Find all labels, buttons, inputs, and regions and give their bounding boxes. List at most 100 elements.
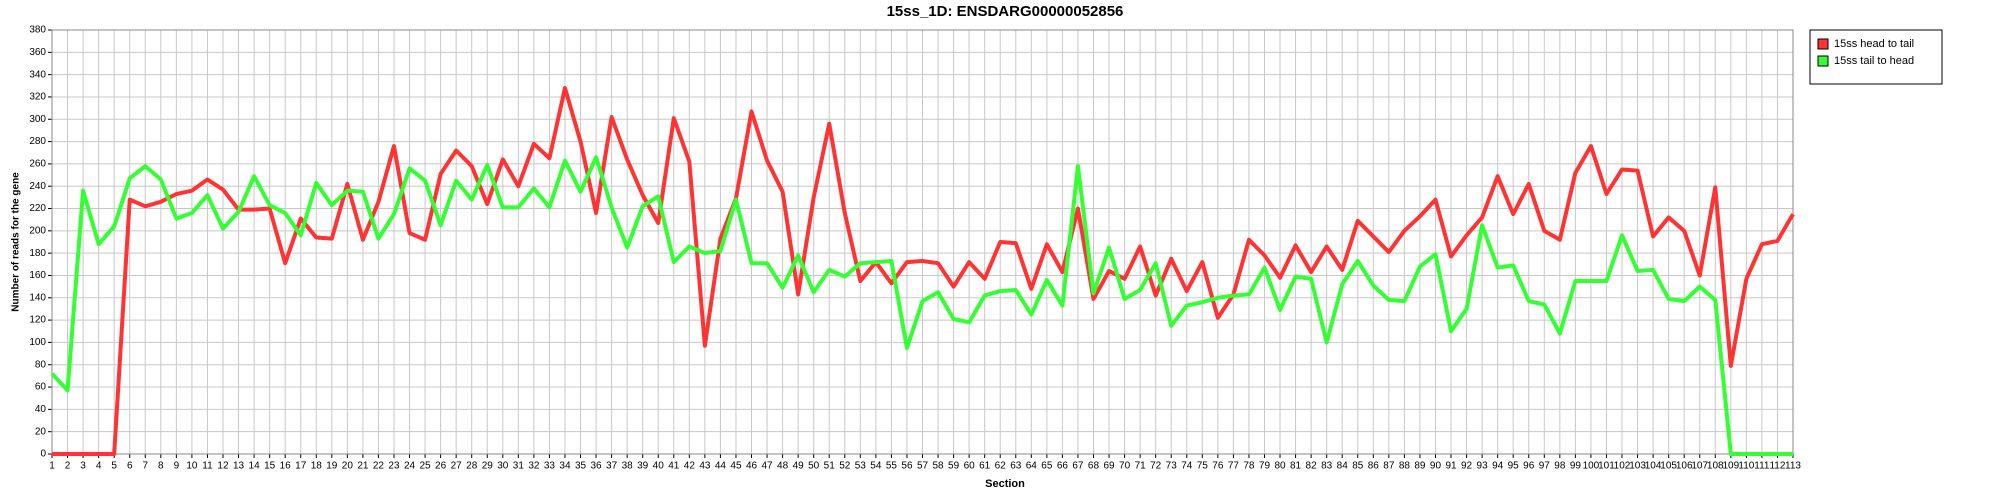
x-tick-label: 92 [1461, 461, 1473, 472]
y-tick-label: 300 [29, 114, 46, 125]
x-tick-label: 22 [373, 461, 385, 472]
legend-swatch [1817, 55, 1829, 67]
y-tick-label: 40 [35, 404, 47, 415]
legend-label: 15ss head to tail [1834, 38, 1914, 50]
x-tick-label: 44 [715, 461, 727, 472]
x-tick-label: 62 [995, 461, 1007, 472]
x-tick-label: 47 [761, 461, 773, 472]
y-tick-label: 380 [29, 25, 46, 36]
y-tick-label: 360 [29, 47, 46, 58]
x-tick-label: 37 [606, 461, 618, 472]
y-tick-label: 120 [29, 315, 46, 326]
x-tick-label: 79 [1259, 461, 1271, 472]
legend-box [1809, 29, 1943, 85]
x-tick-label: 29 [482, 461, 494, 472]
x-tick-label: 35 [575, 461, 587, 472]
x-tick-label: 83 [1321, 461, 1333, 472]
legend: 15ss head to tail 15ss tail to head [1809, 29, 1943, 85]
x-tick-label: 106 [1676, 461, 1693, 472]
x-tick-label: 10 [186, 461, 198, 472]
x-tick-label: 104 [1645, 461, 1662, 472]
x-tick-label: 46 [746, 461, 758, 472]
x-tick-label: 82 [1306, 461, 1318, 472]
x-tick-label: 94 [1492, 461, 1504, 472]
x-tick-label: 76 [1212, 461, 1224, 472]
y-tick-label: 60 [35, 382, 47, 393]
x-tick-label: 90 [1430, 461, 1442, 472]
x-tick-label: 41 [668, 461, 680, 472]
x-tick-label: 58 [932, 461, 944, 472]
legend-swatch [1817, 38, 1829, 50]
x-tick-label: 54 [870, 461, 882, 472]
x-tick-label: 86 [1368, 461, 1380, 472]
x-tick-label: 21 [357, 461, 369, 472]
x-tick-label: 51 [824, 461, 836, 472]
y-tick-label: 200 [29, 225, 46, 236]
x-tick-label: 71 [1135, 461, 1147, 472]
x-tick-label: 113 [1785, 461, 1801, 472]
x-tick-label: 2 [65, 461, 71, 472]
y-tick-label: 140 [29, 292, 46, 303]
x-tick-label: 103 [1629, 461, 1646, 472]
x-tick-label: 13 [233, 461, 245, 472]
x-tick-label: 36 [591, 461, 603, 472]
y-tick-label: 260 [29, 159, 46, 170]
x-tick-label: 74 [1181, 461, 1193, 472]
x-tick-label: 5 [111, 461, 117, 472]
x-tick-label: 31 [513, 461, 525, 472]
x-tick-label: 45 [730, 461, 742, 472]
x-tick-label: 39 [637, 461, 649, 472]
x-tick-label: 6 [127, 461, 133, 472]
plot-frame [51, 29, 1794, 455]
chart-title: 15ss_1D: ENSDARG00000052856 [887, 3, 1124, 20]
x-tick-label: 16 [280, 461, 292, 472]
x-tick-label: 48 [777, 461, 789, 472]
x-tick-label: 73 [1166, 461, 1178, 472]
x-tick-label: 66 [1057, 461, 1069, 472]
x-tick-label: 11 [202, 461, 213, 472]
x-tick-label: 70 [1119, 461, 1131, 472]
x-tick-label: 38 [622, 461, 634, 472]
x-tick-label: 57 [917, 461, 929, 472]
x-tick-label: 12 [217, 461, 229, 472]
data-line [52, 86, 1795, 456]
x-tick-label: 61 [979, 461, 991, 472]
y-tick-label: 180 [29, 248, 46, 259]
x-tick-label: 78 [1243, 461, 1255, 472]
x-tick-label: 14 [249, 461, 261, 472]
x-tick-label: 42 [684, 461, 696, 472]
y-tick-label: 20 [35, 426, 47, 437]
x-tick-label: 98 [1554, 461, 1566, 472]
x-tick-label: 87 [1383, 461, 1395, 472]
x-tick-label: 30 [497, 461, 509, 472]
y-tick-label: 80 [35, 359, 47, 370]
x-tick-label: 81 [1290, 461, 1302, 472]
x-tick-label: 110 [1738, 461, 1754, 472]
x-tick-label: 27 [451, 461, 463, 472]
x-tick-label: 19 [326, 461, 338, 472]
x-tick-label: 7 [142, 461, 148, 472]
x-tick-label: 43 [699, 461, 711, 472]
x-tick-label: 69 [1103, 461, 1115, 472]
x-tick-label: 26 [435, 461, 447, 472]
x-tick-label: 1 [49, 461, 55, 472]
x-tick-label: 63 [1010, 461, 1022, 472]
y-tick-label: 320 [29, 92, 46, 103]
y-tick-label: 160 [29, 270, 46, 281]
x-tick-label: 80 [1274, 461, 1286, 472]
y-tick-label: 0 [40, 449, 46, 460]
x-tick-label: 67 [1072, 461, 1084, 472]
x-tick-label: 68 [1088, 461, 1100, 472]
y-axis-title: Number of reads for the gene [11, 172, 22, 312]
x-tick-label: 53 [855, 461, 867, 472]
x-tick-label: 4 [96, 461, 102, 472]
x-tick-label: 49 [793, 461, 805, 472]
x-tick-label: 65 [1041, 461, 1053, 472]
x-tick-label: 105 [1660, 461, 1677, 472]
x-tick-label: 77 [1228, 461, 1240, 472]
x-tick-label: 64 [1026, 461, 1038, 472]
x-tick-label: 107 [1691, 461, 1708, 472]
x-tick-label: 34 [559, 461, 571, 472]
x-tick-label: 112 [1769, 461, 1785, 472]
